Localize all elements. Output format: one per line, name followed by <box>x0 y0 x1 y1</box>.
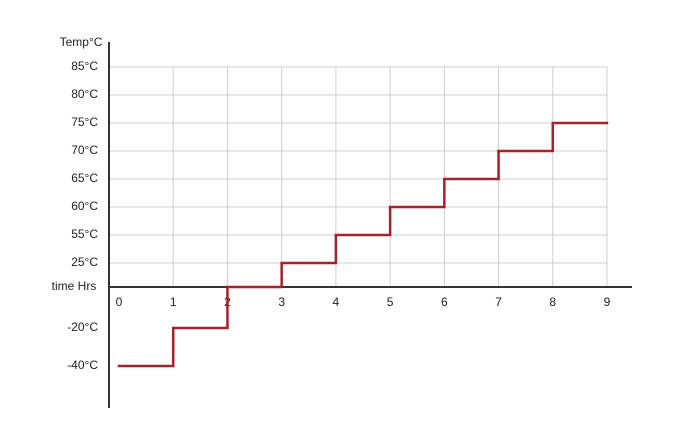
y-tick-label: 25°C <box>71 255 98 269</box>
x-tick-label: 7 <box>495 295 502 309</box>
y-tick-label: -20°C <box>67 320 98 334</box>
y-tick-label: 55°C <box>71 227 98 241</box>
y-tick-label: 80°C <box>71 87 98 101</box>
y-tick-label: 65°C <box>71 171 98 185</box>
y-tick-label: 75°C <box>71 115 98 129</box>
x-tick-label: 9 <box>604 295 611 309</box>
x-tick-label: 8 <box>549 295 556 309</box>
x-tick-label: 4 <box>333 295 340 309</box>
y-tick-label: 70°C <box>71 143 98 157</box>
y-tick-label: -40°C <box>67 358 98 372</box>
y-axis-label: Temp°C <box>60 35 103 49</box>
x-tick-label: 3 <box>278 295 285 309</box>
y-tick-label: 60°C <box>71 199 98 213</box>
x-tick-label: 5 <box>387 295 394 309</box>
x-tick-label: 1 <box>170 295 177 309</box>
x-axis-label: time Hrs <box>52 279 97 293</box>
y-tick-label: 85°C <box>71 59 98 73</box>
x-tick-label: 6 <box>441 295 448 309</box>
x-tick-label: 0 <box>116 295 123 309</box>
